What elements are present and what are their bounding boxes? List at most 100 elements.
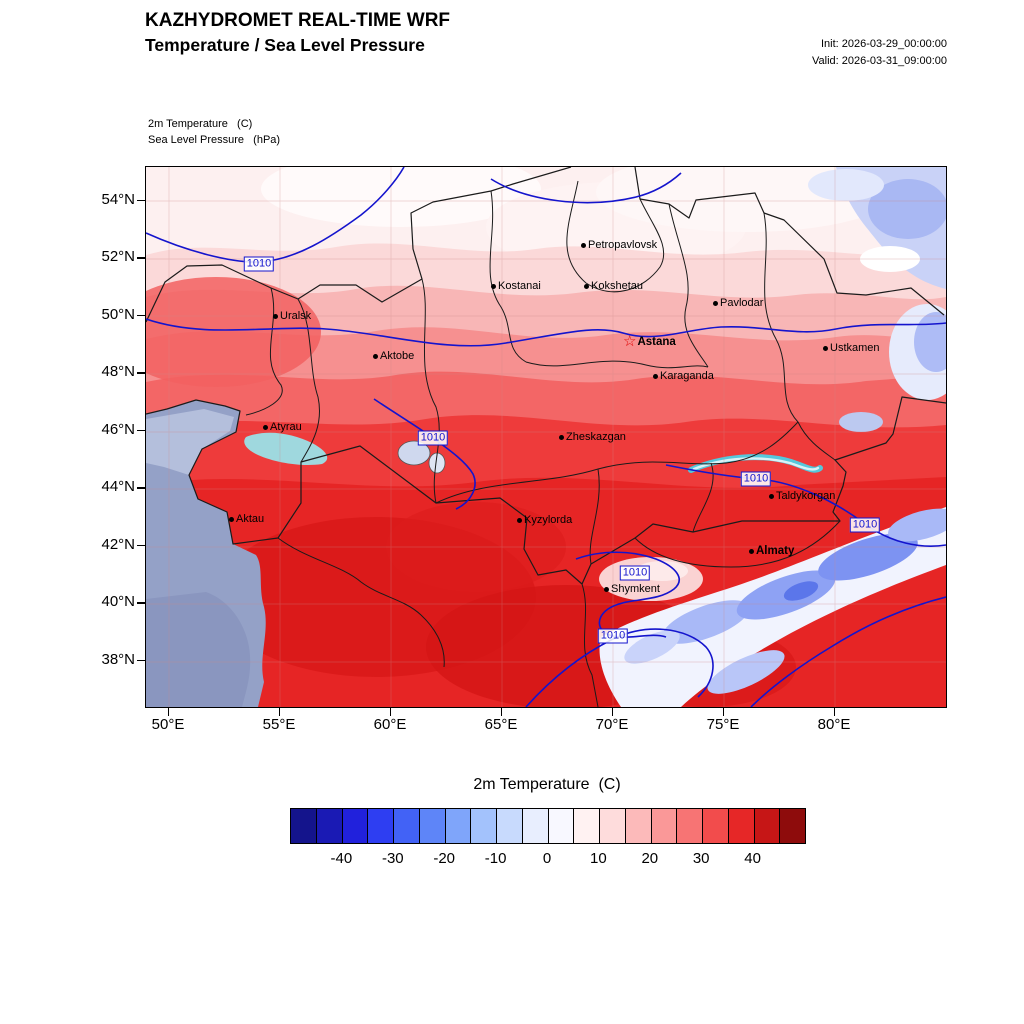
city-label: Ustkamen [830,342,880,354]
pressure-contour-label: 1010 [597,628,629,644]
city-marker-uralsk: Uralsk [273,310,311,322]
city-dot-icon [581,242,586,248]
city-dot-icon [749,548,754,554]
colorbar-tick-label: 40 [744,850,761,867]
lat-tick [137,487,146,489]
colorbar-tick-label: 10 [590,850,607,867]
city-marker-astana: ☆ Astana [623,333,676,350]
lon-label: 65°E [484,716,518,733]
graticule [146,167,946,707]
city-dot-icon [491,283,496,289]
lon-tick [390,707,392,716]
valid-time: Valid: 2026-03-31_09:00:00 [812,55,947,67]
water-bodies [146,400,823,707]
colorbar-cell [677,809,703,843]
aral-sea [397,440,431,466]
city-label: Uralsk [280,310,312,322]
city-label: Aktau [236,513,265,525]
city-marker-karaganda: Karaganda [653,370,714,382]
kazakhstan-border-south [146,396,946,585]
lon-tick [612,707,614,716]
lat-label: 52°N [101,248,135,266]
lon-label: 75°E [706,716,740,733]
pressure-contour-label: 1010 [740,471,772,487]
lat-label: 46°N [101,420,135,438]
city-label: Almaty [756,545,795,557]
lon-label: 55°E [262,716,296,733]
city-dot-icon [263,424,268,430]
lon-tick [723,707,725,716]
city-label: Pavlodar [720,297,764,309]
kazakhstan-border-north [146,167,572,323]
city-label: Astana [637,336,676,348]
city-marker-shymkent: Shymkent [604,583,660,595]
city-marker-petropavlovsk: Petropavlovsk [581,239,657,251]
cold-regions [599,167,946,707]
oblast-borders [245,180,841,707]
colorbar-tick-label: -40 [330,850,353,867]
lon-label: 80°E [817,716,851,733]
colorbar-cell [780,809,805,843]
colorbar-cell [316,809,343,843]
city-dot-icon [559,434,564,440]
lat-label: 50°N [101,305,135,323]
colorbar-cell [291,809,317,843]
lon-label: 50°E [151,716,185,733]
city-marker-almaty: Almaty [749,545,794,557]
city-marker-taldykorgan: Taldykorgan [769,490,835,502]
city-marker-atyrau: Atyrau [263,421,302,433]
lat-label: 42°N [101,535,135,553]
city-marker-kyzylorda: Kyzylorda [517,514,572,526]
pressure-contour-label: 1010 [849,517,881,533]
colorbar-tick-label: -10 [484,850,507,867]
city-label: Zheskazgan [566,431,626,443]
caspian-shallow [244,432,328,465]
city-marker-zheskazgan: Zheskazgan [559,431,626,443]
lon-tick [279,707,281,716]
colorbar-tick-label: 20 [641,850,659,867]
colorbar-cell [394,809,420,843]
city-label: Atyrau [270,421,302,433]
colorbar-cell [625,809,652,843]
capital-star-icon: ☆ [623,333,637,350]
page-subtitle: Temperature / Sea Level Pressure [145,35,425,55]
colorbar-cell [703,809,729,843]
colorbar-cell [600,809,626,843]
run-metadata: Init: 2026-03-29_00:00:00 Valid: 2026-03… [812,36,947,70]
lon-label: 60°E [373,716,407,733]
country-region-borders [146,167,946,707]
colorbar-cell [471,809,497,843]
lon-label: 70°E [595,716,629,733]
lat-label: 54°N [101,191,135,208]
colorbar-cell [728,809,755,843]
city-marker-kokshetau: Kokshetau [584,280,643,292]
city-label: Kostanai [498,280,541,292]
colorbar [290,808,806,844]
city-dot-icon [823,345,828,351]
lat-tick [137,659,146,662]
field-label-temperature: 2m Temperature (C) [148,118,253,130]
lon-tick [834,707,836,716]
colorbar-cell [754,809,781,843]
colorbar-tick-label: -30 [381,850,404,867]
lon-tick [168,707,170,716]
lat-label: 40°N [101,593,135,611]
lat-tick [137,200,146,202]
lat-label: 48°N [101,363,135,381]
city-label: Kokshetau [591,280,643,292]
city-dot-icon [653,373,658,379]
colorbar-cell [497,809,523,843]
city-label: Petropavlovsk [588,239,658,251]
city-marker-aktau: Aktau [229,513,264,525]
city-label: Kyzylorda [524,514,573,526]
pressure-contour-label: 1010 [417,430,449,446]
city-dot-icon [769,493,774,499]
colorbar-cell [419,809,446,843]
lat-tick [137,314,146,317]
city-marker-kostanai: Kostanai [491,280,541,292]
colorbar-cell [342,809,369,843]
init-time: Init: 2026-03-29_00:00:00 [821,38,947,50]
lon-tick [501,707,503,716]
lat-label: 38°N [101,650,135,668]
